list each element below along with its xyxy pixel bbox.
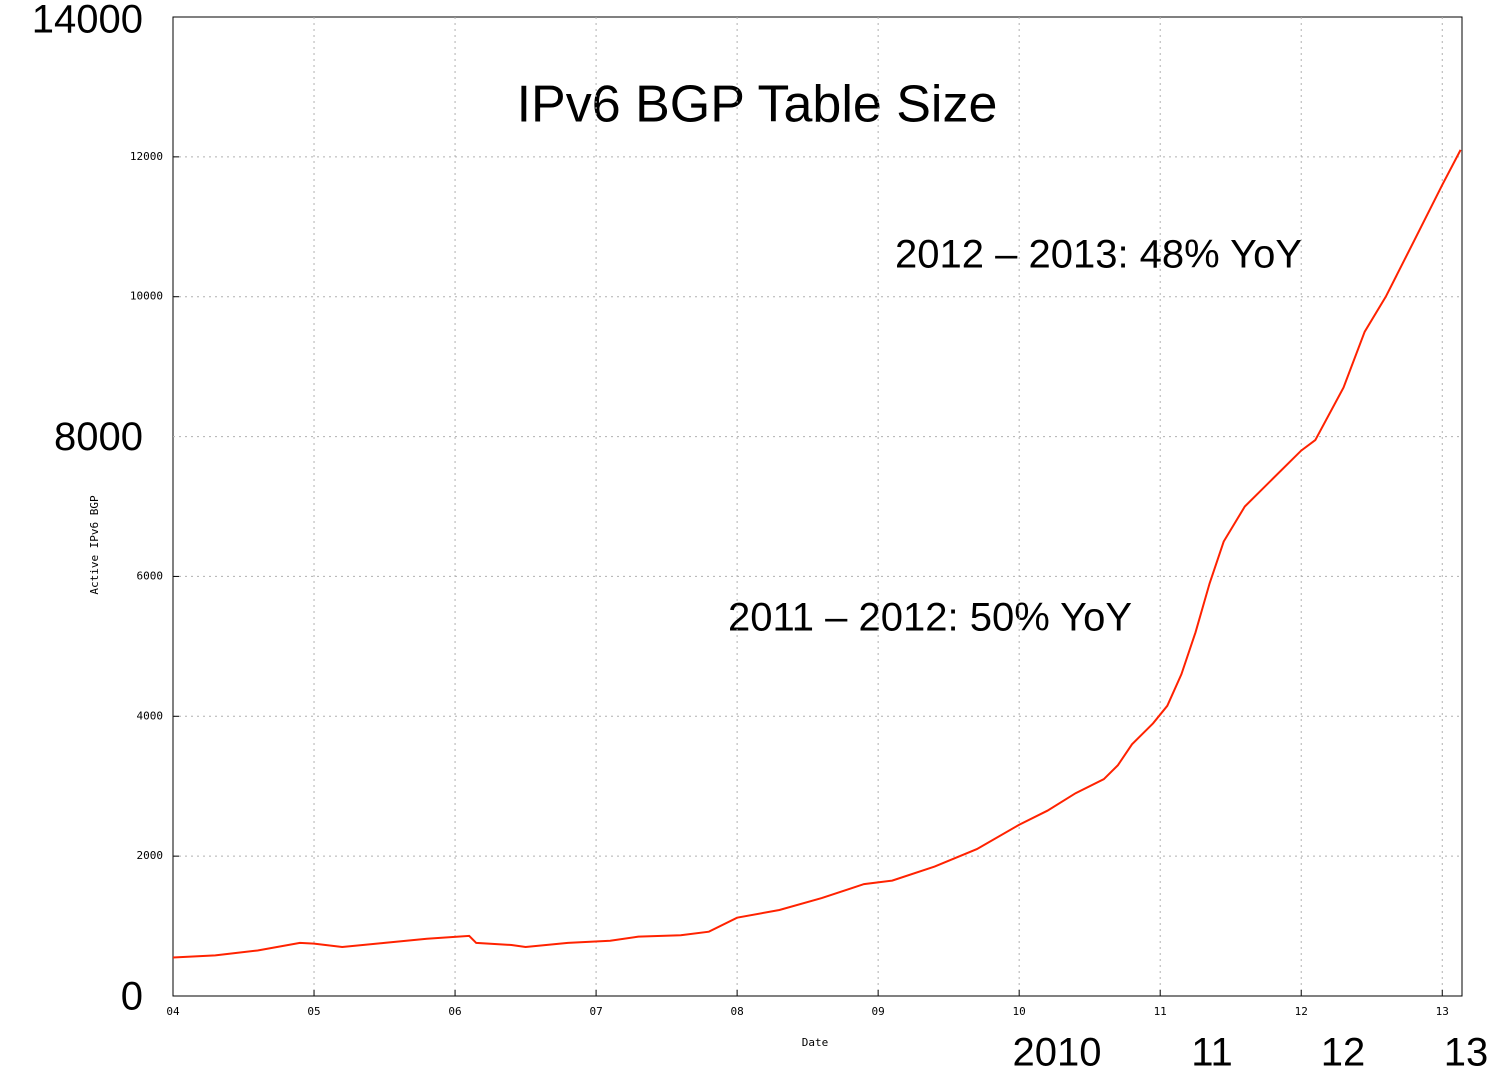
annotation: 2011 – 2012: 50% YoY bbox=[728, 596, 1132, 640]
x-tick-label-large: 12 bbox=[1321, 1031, 1366, 1075]
x-tick-label: 05 bbox=[307, 1005, 320, 1018]
x-tick-label-large: 13 bbox=[1444, 1031, 1489, 1075]
y-axis-label: Active IPv6 BGP bbox=[88, 495, 101, 595]
y-tick-label: 2000 bbox=[137, 849, 164, 862]
x-tick-label: 09 bbox=[872, 1005, 885, 1018]
chart-title: IPv6 BGP Table Size bbox=[517, 76, 998, 134]
x-tick-label: 11 bbox=[1154, 1005, 1167, 1018]
data-line bbox=[172, 149, 1462, 959]
x-tick-label: 06 bbox=[448, 1005, 461, 1018]
y-tick-label-large: 8000 bbox=[54, 415, 143, 459]
x-tick-label: 07 bbox=[589, 1005, 602, 1018]
y-tick-label: 6000 bbox=[137, 569, 164, 582]
annotation: 2012 – 2013: 48% YoY bbox=[895, 233, 1302, 277]
x-axis-label: Date bbox=[802, 1036, 829, 1049]
x-tick-label-large: 11 bbox=[1191, 1031, 1233, 1075]
plot-frame bbox=[172, 16, 1463, 997]
x-tick-label: 13 bbox=[1436, 1005, 1449, 1018]
y-tick-label: 10000 bbox=[130, 290, 163, 303]
x-tick-label: 12 bbox=[1295, 1005, 1308, 1018]
y-tick-label-large: 0 bbox=[121, 975, 143, 1019]
x-tick-label: 08 bbox=[730, 1005, 743, 1018]
y-tick-label-large: 14000 bbox=[32, 0, 143, 42]
y-tick-label: 12000 bbox=[130, 150, 163, 163]
x-tick-label: 04 bbox=[166, 1005, 180, 1018]
x-tick-label-large: 2010 bbox=[1013, 1031, 1102, 1075]
y-tick-label: 4000 bbox=[137, 709, 164, 722]
x-tick-label: 10 bbox=[1013, 1005, 1026, 1018]
